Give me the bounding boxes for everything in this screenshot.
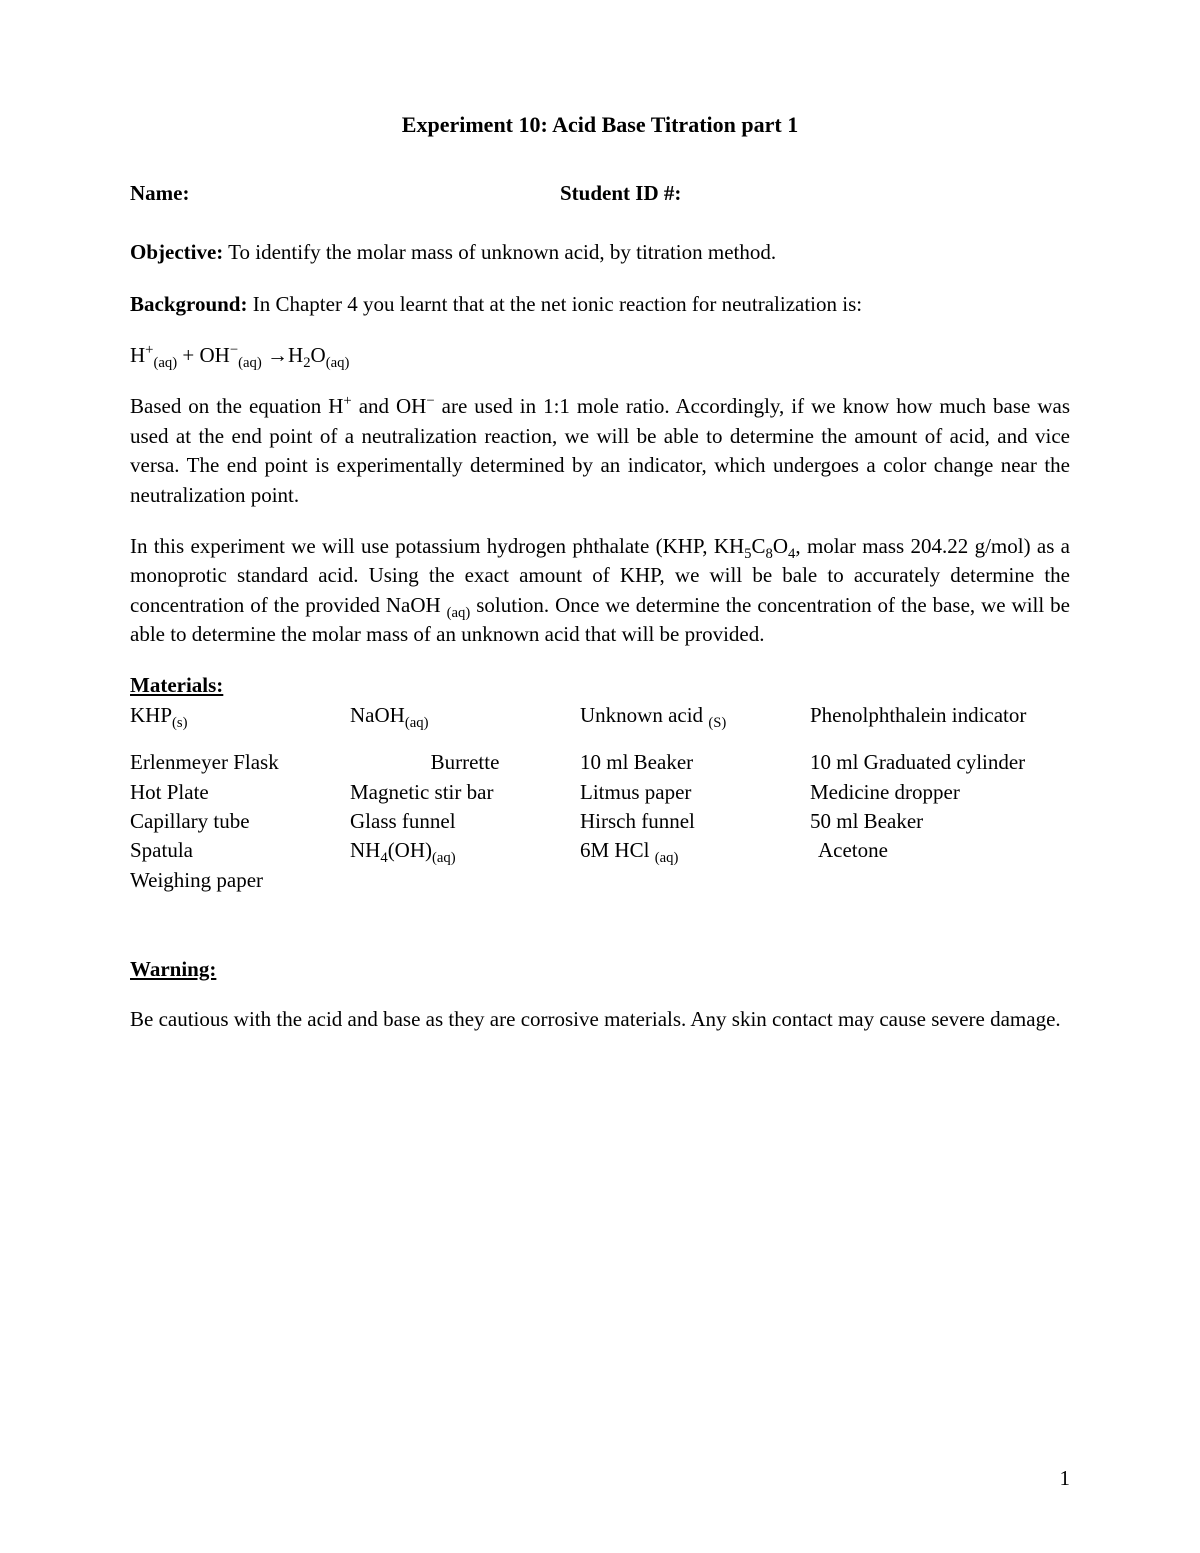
materials-cell: Medicine dropper [810,778,1070,807]
neutralization-equation: H+(aq) + OH−(aq) →H2O(aq) [130,341,1070,370]
materials-cell: Litmus paper [580,778,810,807]
materials-cell: 10 ml Graduated cylinder [810,748,1070,777]
materials-cell: Weighing paper [130,866,350,895]
materials-cell: Burrette [350,748,580,777]
warning-text: Be cautious with the acid and base as th… [130,1005,1070,1034]
materials-cell: Capillary tube [130,807,350,836]
materials-cell: Hirsch funnel [580,807,810,836]
background-label: Background: [130,292,247,316]
materials-cell: Erlenmeyer Flask [130,748,350,777]
background-para-2: In this experiment we will use potassium… [130,532,1070,650]
background-para-1: Based on the equation H+ and OH− are use… [130,392,1070,510]
warning-header: Warning: [130,955,1070,984]
header-row: Name: Student ID #: [130,179,1070,208]
materials-equipment-grid: Erlenmeyer Flask Burrette 10 ml Beaker 1… [130,748,1070,895]
objective-text: To identify the molar mass of unknown ac… [223,240,776,264]
materials-chemicals-row: KHP(s) NaOH(aq) Unknown acid (S) Phenolp… [130,701,1070,730]
page-number: 1 [1060,1464,1071,1493]
background-intro-text: In Chapter 4 you learnt that at the net … [247,292,862,316]
materials-cell: NH4(OH)(aq) [350,836,580,865]
materials-cell: Glass funnel [350,807,580,836]
materials-cell: 50 ml Beaker [810,807,1070,836]
page-title: Experiment 10: Acid Base Titration part … [130,110,1070,141]
name-label: Name: [130,179,560,208]
materials-cell: Magnetic stir bar [350,778,580,807]
student-id-label: Student ID #: [560,179,681,208]
objective-label: Objective: [130,240,223,264]
materials-cell: Spatula [130,836,350,865]
objective-paragraph: Objective: To identify the molar mass of… [130,238,1070,267]
materials-cell: 10 ml Beaker [580,748,810,777]
background-intro: Background: In Chapter 4 you learnt that… [130,290,1070,319]
materials-cell: KHP(s) [130,701,350,730]
materials-cell: Hot Plate [130,778,350,807]
document-page: Experiment 10: Acid Base Titration part … [0,0,1200,1553]
materials-cell: Unknown acid (S) [580,701,810,730]
materials-cell: NaOH(aq) [350,701,580,730]
materials-cell: Phenolphthalein indicator [810,701,1070,730]
materials-header: Materials: [130,671,1070,700]
materials-cell: Acetone [810,836,1070,865]
materials-cell: 6M HCl (aq) [580,836,810,865]
